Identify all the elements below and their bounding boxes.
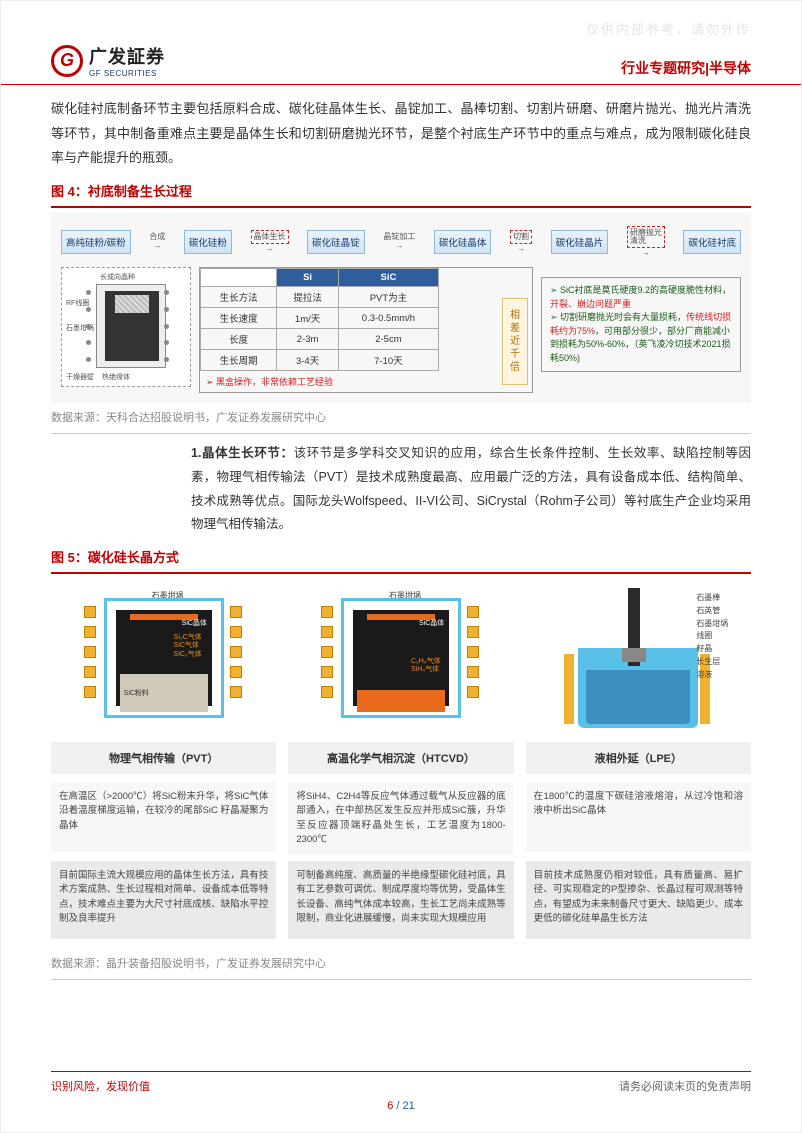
method-lpe: 石墨棒 石英管 石墨坩埚 线圈 籽晶 长生层 溶液 (526, 588, 751, 738)
page-footer: 识别风险，发现价值 请务必阅读末页的免责声明 6 / 21 (1, 1071, 801, 1132)
th (201, 269, 277, 287)
figure-4-source: 数据来源：天科合达招股说明书，广发证券发展研究中心 (51, 403, 751, 434)
method-desc2: 可制备高纯度、高质量的半绝缘型碳化硅衬底，具有工艺参数可调优、制成厚度均等优势，… (288, 861, 513, 939)
section-1-paragraph: 1.晶体生长环节：该环节是多学科交叉知识的应用，综合生长条件控制、生长效率、缺陷… (191, 442, 751, 537)
flow-row: 高纯硅粉/碳粉 合成→ 碳化硅粉 晶体生长→ 碳化硅晶锭 晶锭加工→ 碳化硅晶体… (61, 226, 741, 257)
method-name: 高温化学气相沉淀（HTCVD） (288, 742, 513, 774)
logo: G 广发証券 GF SECURITIES (51, 43, 165, 78)
th: SiC (338, 269, 438, 287)
arrow-icon: 合成→ (149, 233, 165, 250)
table-note: ➢ 黑盒操作，非常依赖工艺经验 (200, 371, 532, 392)
footer-left: 识别风险，发现价值 (51, 1078, 150, 1094)
logo-text-en: GF SECURITIES (89, 69, 165, 78)
logo-text-cn: 广发証券 (89, 43, 165, 69)
pvt-diagram: 石墨坩埚 SiC晶体 Si₂C气体 SiC气体 SiC₂气体 SiC粉料 (74, 588, 254, 738)
intro-paragraph: 碳化硅衬底制备环节主要包括原料合成、碳化硅晶体生长、晶锭加工、晶棒切割、切割片研… (51, 97, 751, 171)
flow-node-1: 高纯硅粉/碳粉 (61, 230, 131, 254)
method-desc: 在1800℃的温度下碳硅溶液熔溶，从过冷饱和溶液中析出SiC晶体 (526, 782, 751, 852)
schematic-label: 干燥器壁 (66, 372, 94, 382)
method-desc: 在高温区（>2000℃）将SiC粉末升华，将SiC气体沿着温度梯度运输，在较冷的… (51, 782, 276, 852)
footer-right: 请务必阅读末页的免责声明 (619, 1078, 751, 1094)
method-desc2: 目前技术成熟度仍相对较低，具有质量高、易扩径、可实现稳定的P型掺杂、长晶过程可观… (526, 861, 751, 939)
method-desc: 将SiH4、C2H4等反应气体通过载气从反应器的底部通入，在中部热区发生反应并形… (288, 782, 513, 855)
method-desc2: 目前国际主流大规模应用的晶体生长方法，具有技术方案成熟、生长过程相对简单、设备成… (51, 861, 276, 939)
schematic-label: 长或向晶种 (100, 272, 135, 282)
lpe-diagram: 石墨棒 石英管 石墨坩埚 线圈 籽晶 长生层 溶液 (548, 588, 728, 738)
method-pvt: 石墨坩埚 SiC晶体 Si₂C气体 SiC气体 SiC₂气体 SiC粉料 (51, 588, 276, 738)
page-header: G 广发証券 GF SECURITIES 行业专题研究|半导体 (1, 1, 801, 85)
arrow-icon: 切割→ (510, 230, 532, 253)
arrow-icon: 晶锭加工→ (383, 233, 415, 250)
arrow-icon: 研磨抛光 清洗→ (627, 226, 665, 257)
method-name: 液相外延（LPE） (526, 742, 751, 774)
flow-node-2: 碳化硅粉 (184, 230, 232, 254)
si-sic-table: Si SiC 生长方法提拉法PVT为主 生长速度1m/天0.3-0.5mm/h … (199, 267, 533, 393)
reactor-schematic: 长或向晶种 RF线圈 石墨坩埚 SiC原料 热绝缘体 干燥器壁 (61, 267, 191, 387)
page-number: 6 / 21 (51, 1100, 751, 1112)
flow-node-6: 碳化硅衬底 (683, 230, 741, 254)
body: 碳化硅衬底制备环节主要包括原料合成、碳化硅晶体生长、晶锭加工、晶棒切割、切割片研… (1, 85, 801, 980)
schematic-label: 热绝缘体 (102, 372, 130, 382)
section-lead: 1.晶体生长环节： (191, 446, 294, 460)
logo-icon: G (51, 45, 83, 77)
th: Si (277, 269, 339, 287)
cutting-notes: SiC衬底是莫氏硬度9.2的高硬度脆性材料，开裂、崩边问题严重 切割研磨抛光时会… (541, 277, 741, 372)
figure-4-title: 图 4：衬底制备生长过程 (51, 181, 751, 208)
method-name: 物理气相传输（PVT） (51, 742, 276, 774)
figure-5-source: 数据来源：晶升装备招股说明书，广发证券发展研究中心 (51, 949, 751, 980)
figure-5-title: 图 5：碳化硅长晶方式 (51, 547, 751, 574)
flow-node-3: 碳化硅晶锭 (307, 230, 365, 254)
flow-node-4: 碳化硅晶体 (434, 230, 492, 254)
flow-node-5: 碳化硅晶片 (551, 230, 609, 254)
difference-badge: 相差近千倍 (502, 298, 528, 385)
watermark: 仅供内部参考，请勿外传 (586, 19, 751, 38)
figure-5: 石墨坩埚 SiC晶体 Si₂C气体 SiC气体 SiC₂气体 SiC粉料 石墨坩… (51, 578, 751, 949)
arrow-icon: 晶体生长→ (251, 230, 289, 253)
method-htcvd: 石墨坩埚 SiC晶体 C₂H₄气体 SiH₄气体 (288, 588, 513, 738)
figure-4: 高纯硅粉/碳粉 合成→ 碳化硅粉 晶体生长→ 碳化硅晶锭 晶锭加工→ 碳化硅晶体… (51, 212, 751, 403)
htcvd-diagram: 石墨坩埚 SiC晶体 C₂H₄气体 SiH₄气体 (311, 588, 491, 738)
header-category: 行业专题研究|半导体 (621, 58, 751, 78)
